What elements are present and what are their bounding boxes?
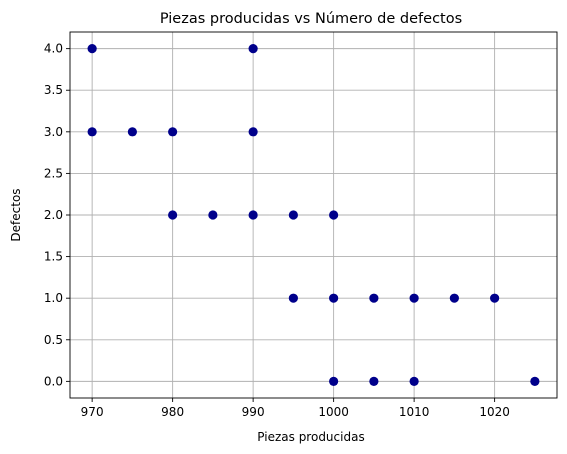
data-point — [248, 127, 258, 137]
y-tick-label: 2.0 — [44, 208, 63, 222]
x-tick-label: 980 — [161, 405, 184, 419]
data-point — [248, 44, 258, 54]
y-tick-label: 3.0 — [44, 125, 63, 139]
data-point — [530, 376, 540, 386]
y-tick-label: 2.5 — [44, 166, 63, 180]
data-point — [127, 127, 137, 137]
data-point — [168, 127, 178, 137]
data-points — [87, 44, 540, 386]
data-point — [409, 293, 419, 303]
x-tick-label: 970 — [81, 405, 104, 419]
data-point — [369, 376, 379, 386]
grid-lines — [70, 32, 557, 398]
data-point — [369, 293, 379, 303]
data-point — [329, 210, 339, 220]
chart-title: Piezas producidas vs Número de defectos — [160, 11, 462, 27]
x-axis-ticks: 970 980 990 1000 1010 1020 — [81, 398, 510, 419]
data-point — [208, 210, 218, 220]
y-tick-label: 1.0 — [44, 291, 63, 305]
data-point — [288, 293, 298, 303]
x-axis-label: Piezas producidas — [257, 430, 364, 444]
data-point — [449, 293, 459, 303]
data-point — [409, 376, 419, 386]
x-tick-label: 990 — [242, 405, 265, 419]
y-tick-label: 1.5 — [44, 250, 63, 264]
y-tick-label: 3.5 — [44, 83, 63, 97]
data-point — [490, 293, 500, 303]
data-point — [288, 210, 298, 220]
data-point — [87, 44, 97, 54]
data-point — [248, 210, 258, 220]
data-point — [87, 127, 97, 137]
data-point — [329, 376, 339, 386]
x-tick-label: 1010 — [399, 405, 430, 419]
x-tick-label: 1000 — [318, 405, 349, 419]
x-tick-label: 1020 — [479, 405, 510, 419]
y-tick-label: 0.0 — [44, 374, 63, 388]
y-tick-label: 0.5 — [44, 333, 63, 347]
y-tick-label: 4.0 — [44, 42, 63, 56]
y-axis-label: Defectos — [9, 188, 23, 241]
y-axis-ticks: 0.0 0.5 1.0 1.5 2.0 2.5 3.0 3.5 4.0 — [44, 42, 70, 388]
data-point — [168, 210, 178, 220]
data-point — [329, 293, 339, 303]
